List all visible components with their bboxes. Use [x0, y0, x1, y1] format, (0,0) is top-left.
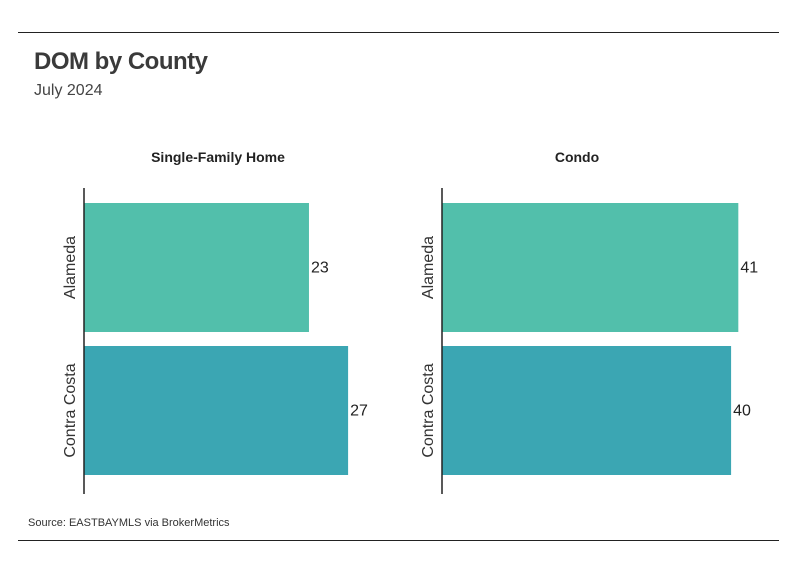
source-note: Source: EASTBAYMLS via BrokerMetrics: [28, 517, 230, 529]
panel-title-2: Condo: [555, 149, 599, 165]
bar-1-2: [84, 346, 349, 475]
value-label-1-2: 27: [350, 403, 368, 420]
bar-1-1: [84, 203, 309, 332]
category-label-2-1: Alameda: [420, 236, 437, 299]
top-rule: [18, 32, 779, 33]
bar-2-2: [442, 346, 732, 475]
category-label-1-1: Alameda: [62, 236, 79, 299]
chart-title: DOM by County: [34, 48, 208, 75]
bottom-rule: [18, 540, 779, 541]
category-label-1-2: Contra Costa: [62, 363, 79, 457]
chart-subtitle: July 2024: [34, 82, 103, 99]
value-label-2-1: 41: [740, 260, 758, 277]
category-label-2-2: Contra Costa: [420, 363, 437, 457]
panel-title-1: Single-Family Home: [151, 149, 285, 165]
value-label-1-1: 23: [311, 260, 329, 277]
bar-2-1: [442, 203, 739, 332]
value-label-2-2: 40: [733, 403, 751, 420]
